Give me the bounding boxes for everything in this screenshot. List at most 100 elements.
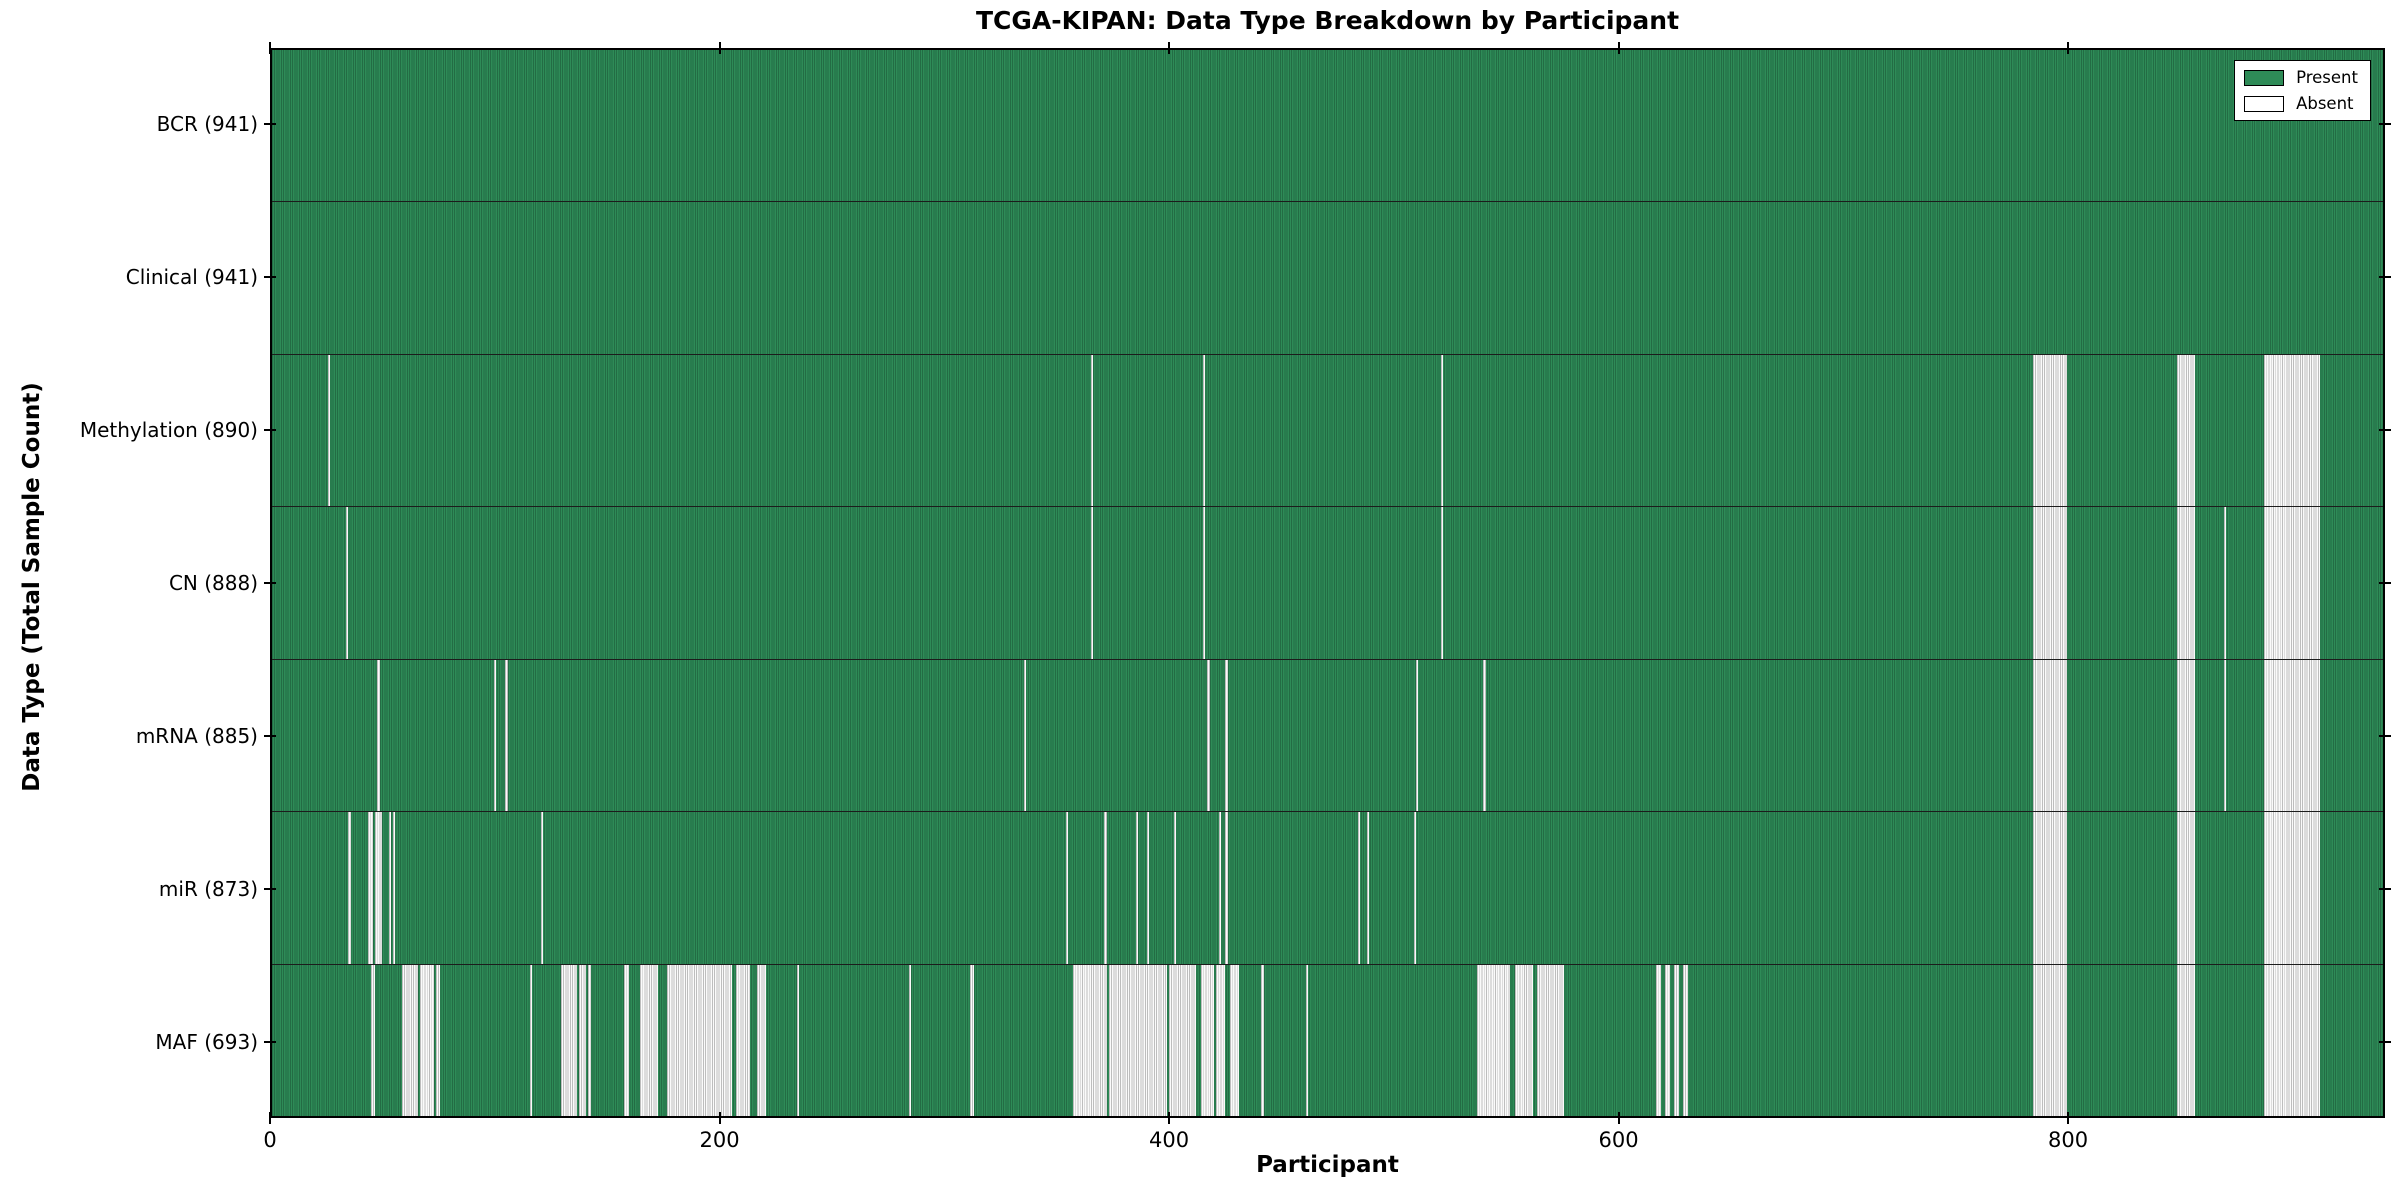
absent-segment [1072,964,1107,1116]
y-tick [264,429,276,432]
y-tick [2379,123,2391,126]
absent-segment [370,964,376,1116]
legend: Present Absent [2234,60,2371,121]
absent-segment [1225,659,1228,812]
legend-swatch-present [2244,69,2285,86]
absent-segment [2264,964,2321,1116]
absent-segment [1216,964,1226,1116]
absent-segment [1200,964,1215,1116]
absent-segment [348,812,351,964]
absent-segment [1483,659,1486,812]
absent-segment [529,964,533,1116]
x-tick [1617,1112,1620,1124]
absent-segment [2176,354,2195,507]
absent-segment [1135,812,1138,964]
absent-segment [579,964,587,1116]
absent-segment [736,964,750,1116]
y-tick [264,734,276,737]
absent-segment [1202,354,1206,507]
absent-segment [666,964,732,1116]
x-tick [1617,42,1620,54]
absent-segment [1173,812,1177,964]
y-tick [2379,429,2391,432]
absent-segment [368,812,373,964]
absent-segment [561,964,578,1116]
absent-segment [1656,964,1661,1116]
y-tick [264,1040,276,1043]
absent-segment [1665,964,1670,1116]
y-tick-label-bcr: BCR (941) [156,112,258,137]
row-methylation [272,354,2383,508]
absent-segment [2223,659,2226,812]
y-tick [2379,276,2391,279]
absent-segment [1090,507,1094,659]
legend-item-present: Present [2244,68,2358,87]
y-tick-label-methylation: Methylation (890) [79,418,258,443]
x-axis-label: Participant [1256,1152,1399,1178]
chart-title: TCGA-KIPAN: Data Type Breakdown by Parti… [975,6,1680,35]
y-tick [264,582,276,584]
absent-segment [1202,507,1206,659]
absent-segment [1207,659,1210,812]
row-cn [272,507,2383,660]
absent-segment [388,812,391,964]
absent-segment [505,659,508,812]
absent-segment [2264,507,2321,659]
absent-segment [1261,964,1264,1116]
row-maf [272,964,2383,1116]
absent-segment [2176,812,2195,964]
absent-segment [624,964,629,1116]
y-tick [264,123,276,126]
absent-segment [435,964,441,1116]
absent-segment [494,659,497,812]
x-tick-label: 600 [1598,1128,1639,1152]
row-clinical [272,202,2383,355]
absent-segment [1229,964,1239,1116]
row-bcr [272,50,2383,203]
absent-segment [756,964,766,1116]
legend-item-absent: Absent [2244,94,2358,113]
absent-segment [393,812,396,964]
absent-segment [909,964,912,1116]
y-tick [264,276,276,279]
x-tick [269,1112,271,1124]
x-tick [718,42,721,54]
absent-segment [375,812,382,964]
absent-segment [2176,507,2195,659]
absent-segment [1090,354,1094,507]
absent-segment [2264,812,2321,964]
y-tick [2379,887,2391,890]
absent-segment [969,964,975,1116]
y-tick [2379,1040,2391,1043]
absent-segment [402,964,418,1116]
absent-segment [1066,812,1069,964]
absent-segment [1683,964,1688,1116]
x-tick-label: 0 [263,1128,277,1152]
row-mrna [272,659,2383,813]
legend-swatch-absent [2244,95,2285,112]
absent-segment [1108,964,1168,1116]
x-tick [269,42,271,54]
absent-segment [1023,659,1026,812]
absent-segment [2033,659,2067,812]
y-tick [264,887,276,890]
rows-container [272,50,2383,1116]
absent-segment [1514,964,1533,1116]
absent-segment [639,964,658,1116]
legend-label-absent: Absent [2296,94,2354,113]
absent-segment [1169,964,1197,1116]
absent-segment [2223,507,2226,659]
absent-segment [1440,507,1444,659]
absent-segment [1306,964,1309,1116]
y-tick [2379,582,2391,584]
y-tick [2379,734,2391,737]
x-tick [2067,42,2070,54]
row-mir [272,812,2383,965]
absent-segment [2033,507,2067,659]
absent-segment [1146,812,1150,964]
y-tick-label-clinical: Clinical (941) [125,265,258,290]
absent-segment [1440,354,1444,507]
x-tick [1168,1112,1171,1124]
x-tick [1168,42,1171,54]
